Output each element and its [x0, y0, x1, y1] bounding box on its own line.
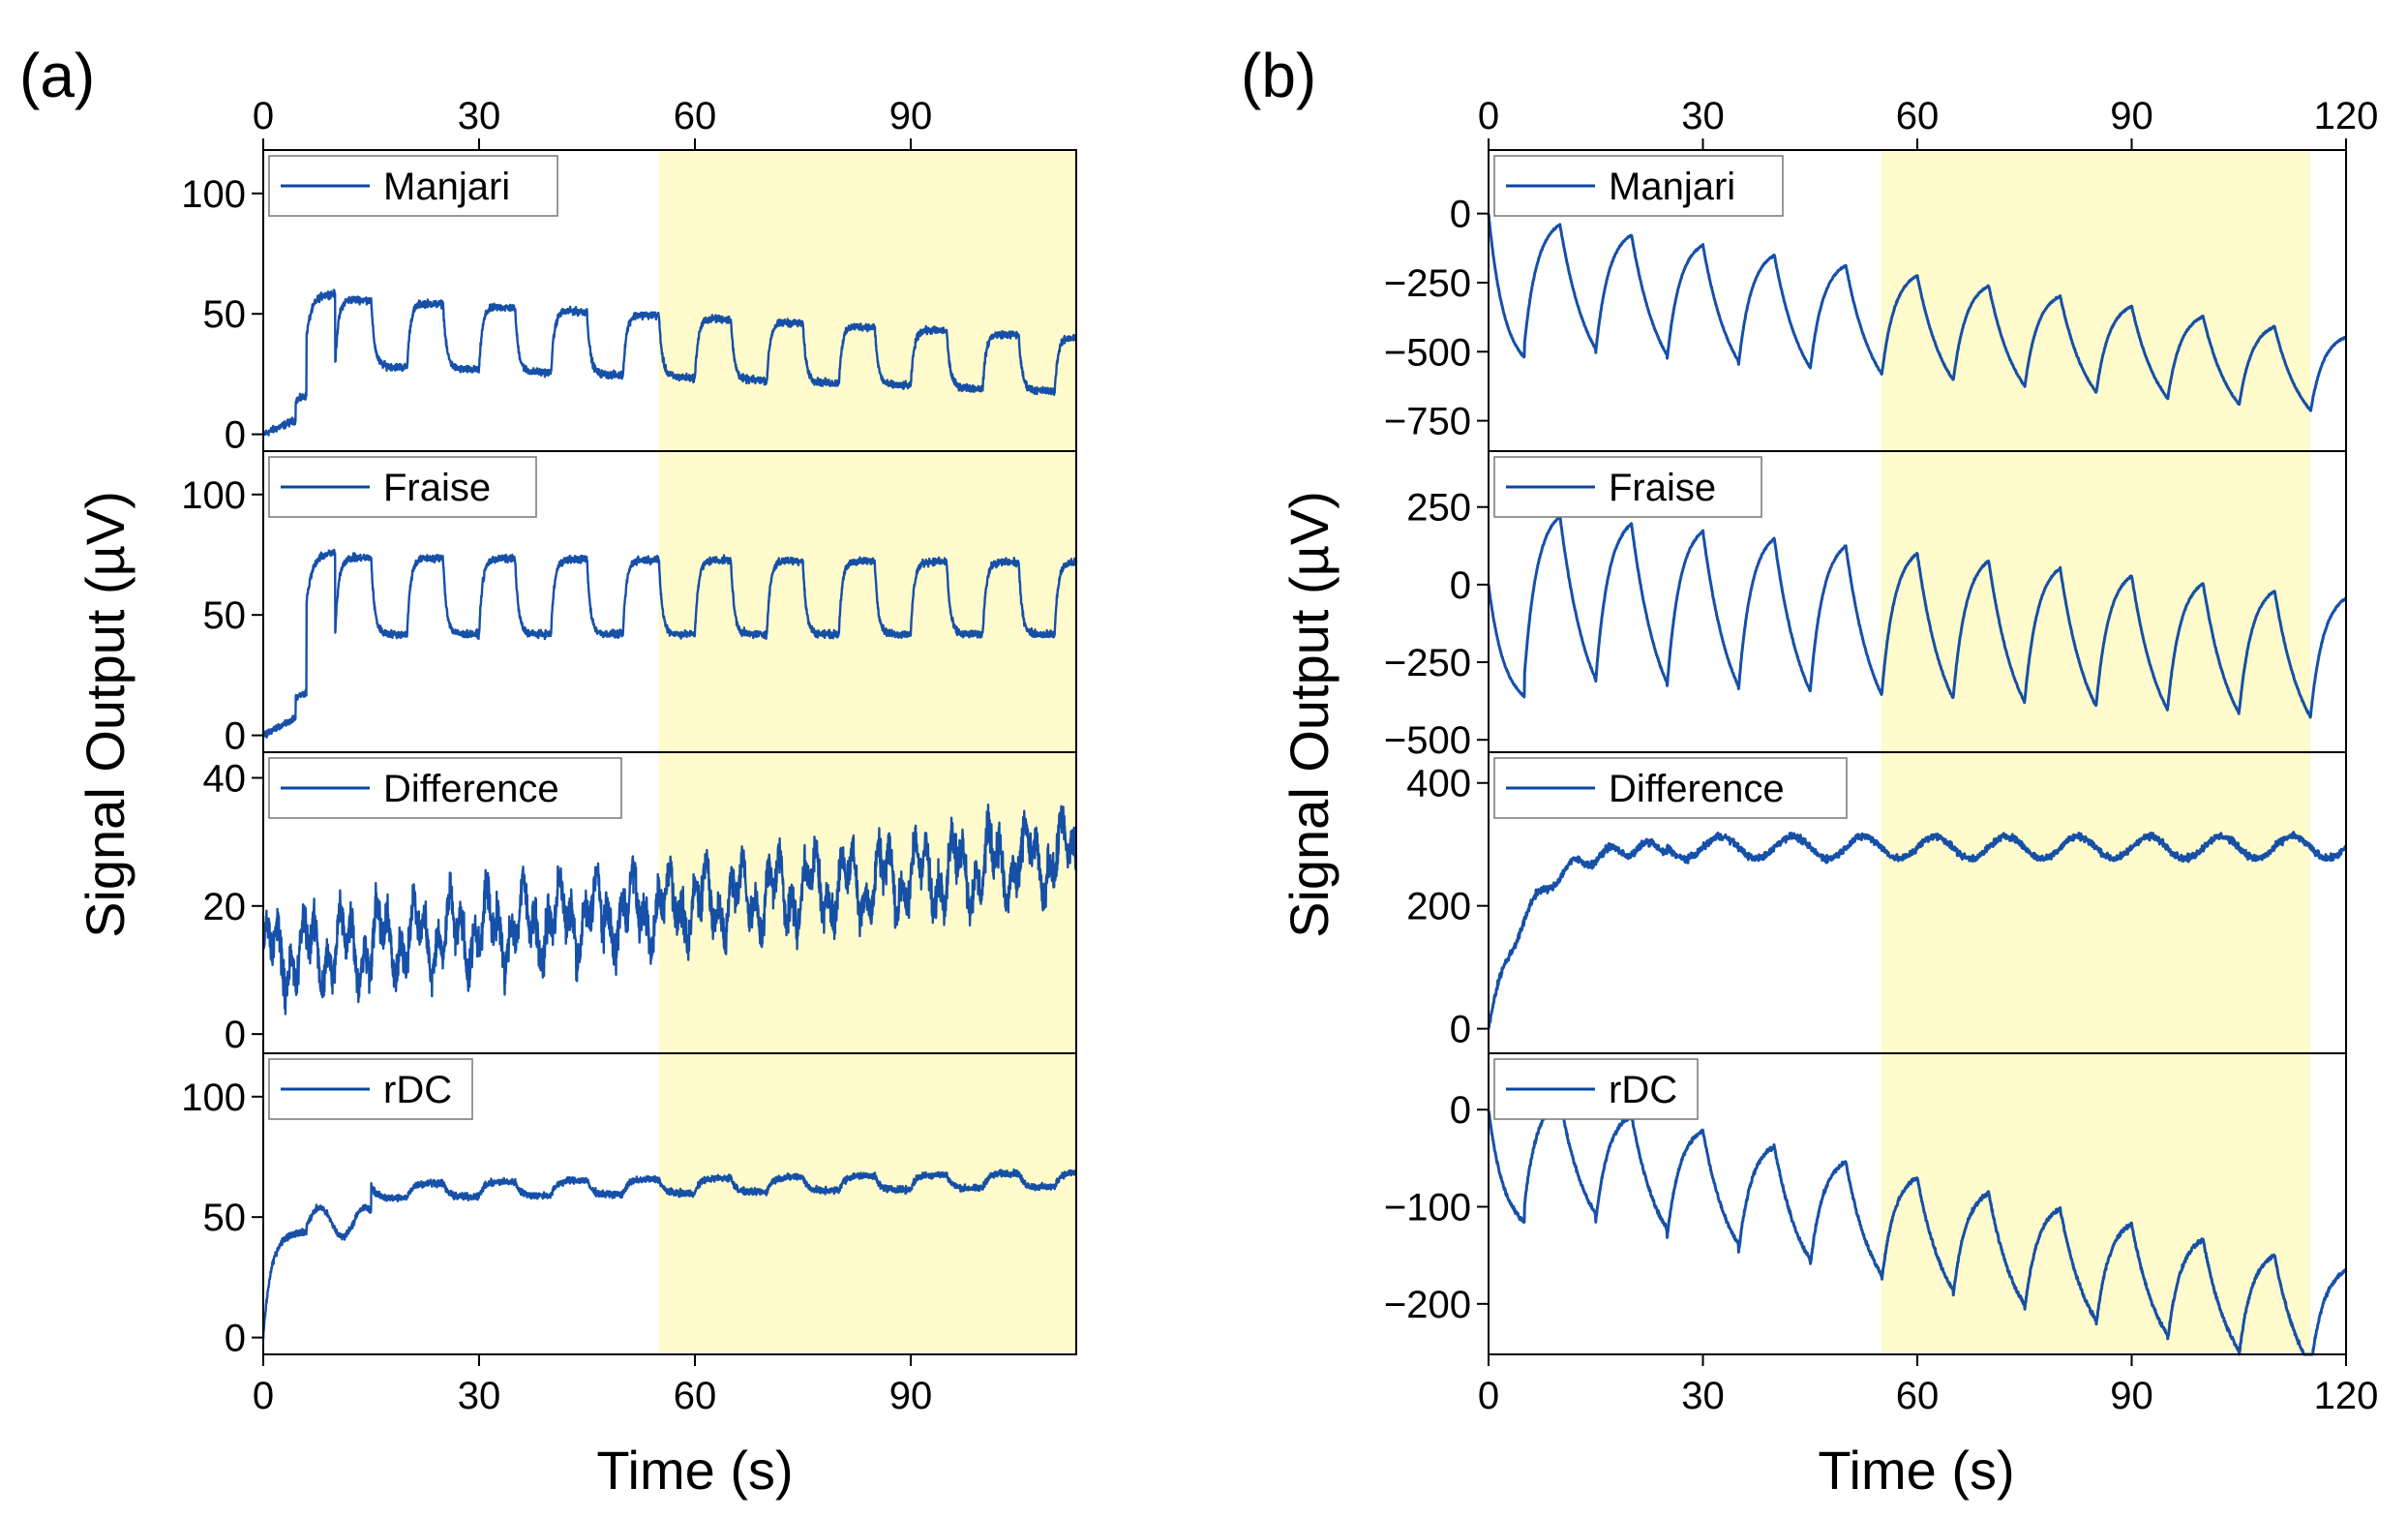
y-tick-label: 0	[1450, 1009, 1471, 1051]
y-tick-label: −500	[1384, 331, 1471, 374]
legend-label: Manjari	[383, 166, 510, 208]
legend: Fraise	[268, 456, 537, 518]
legend-label: rDC	[383, 1069, 452, 1111]
panel-b: (b) Signal Output (µV) Time (s) 0 −250 −50…	[1241, 41, 2378, 1501]
top-x-tick-label: 0	[253, 95, 274, 137]
subplot-rdc: 0 50 100 rDC	[181, 1052, 1078, 1360]
y-tick-label: 0	[225, 1014, 246, 1056]
series-line-fraise	[1487, 515, 2348, 719]
y-tick-label: 100	[181, 173, 246, 216]
panel-a-label: (a)	[19, 41, 95, 110]
top-x-tick-label: 90	[2110, 95, 2153, 137]
y-tick-label: −200	[1384, 1284, 1471, 1326]
panel-b-label: (b)	[1241, 41, 1316, 110]
series-line-rdc	[261, 1168, 1078, 1340]
x-tick-label: 0	[253, 1375, 274, 1417]
series-line-manjari	[261, 288, 1078, 437]
y-tick-label: 0	[225, 1318, 246, 1360]
legend: Fraise	[1493, 456, 1762, 518]
subplot-rdc: 0 −100 −200 rDC	[1384, 1052, 2348, 1356]
legend: Manjari	[268, 155, 558, 217]
panel-b-xlabel: Time (s)	[1818, 1440, 2014, 1501]
legend-label: Fraise	[383, 467, 491, 509]
legend: Manjari	[1493, 155, 1784, 217]
panel-a-xlabel: Time (s)	[596, 1440, 793, 1501]
subplot-fraise: 250 0 −250 −500 Fraise	[1384, 450, 2348, 762]
legend-label: Fraise	[1609, 467, 1716, 509]
y-tick-label: 100	[181, 474, 246, 517]
x-tick-label: 0	[1478, 1375, 1499, 1417]
y-tick-label: −250	[1384, 642, 1471, 684]
y-tick-label: −500	[1384, 719, 1471, 762]
x-tick-label: 60	[674, 1375, 717, 1417]
y-tick-label: 0	[1450, 194, 1471, 236]
y-tick-label: −100	[1384, 1187, 1471, 1230]
y-tick-label: 50	[203, 594, 247, 637]
subplot-manjari: 0 −250 −500 −750 Manjari	[1384, 149, 2348, 452]
y-tick-label: −250	[1384, 262, 1471, 305]
x-tick-label: 60	[1896, 1375, 1940, 1417]
y-tick-label: 50	[203, 1197, 247, 1239]
x-tick-label: 90	[2110, 1375, 2153, 1417]
legend-label: Difference	[1609, 768, 1785, 810]
y-tick-label: 0	[1450, 1089, 1471, 1132]
series-line-fraise	[261, 548, 1078, 739]
y-tick-label: 250	[1406, 487, 1471, 530]
y-tick-label: 50	[203, 293, 247, 336]
y-tick-label: 0	[225, 414, 246, 457]
x-tick-label: 90	[889, 1375, 933, 1417]
y-tick-label: 200	[1406, 886, 1471, 928]
y-tick-label: 20	[203, 886, 247, 928]
subplot-difference: 0 200 400 Difference	[1406, 751, 2348, 1054]
y-tick-label: 100	[181, 1077, 246, 1119]
y-tick-label: 400	[1406, 763, 1471, 805]
axes-frame	[262, 1052, 1077, 1355]
series-line-difference	[1487, 831, 2348, 1029]
legend-label: Difference	[383, 768, 559, 810]
top-x-tick-label: 60	[674, 95, 717, 137]
y-tick-label: 40	[203, 757, 247, 800]
top-x-tick-label: 30	[1681, 95, 1725, 137]
legend: Difference	[1493, 757, 1848, 819]
panel-a: (a) Signal Output (µV) Time (s) 0 50 100 Ma…	[19, 41, 1078, 1501]
y-tick-label: 0	[225, 715, 246, 758]
legend: Difference	[268, 757, 622, 819]
x-tick-label: 120	[2314, 1375, 2379, 1417]
panel-b-ylabel: Signal Output (µV)	[1279, 491, 1339, 938]
y-tick-label: 0	[1450, 564, 1471, 607]
top-x-tick-label: 30	[458, 95, 501, 137]
subplot-difference: 0 20 40 Difference	[203, 751, 1078, 1056]
legend: rDC	[268, 1058, 473, 1120]
series-line-difference	[261, 804, 1078, 1016]
series-line-manjari	[1487, 213, 2348, 412]
legend-box	[268, 1058, 473, 1120]
x-tick-label: 30	[458, 1375, 501, 1417]
legend-label: rDC	[1609, 1069, 1677, 1111]
panel-a-ylabel: Signal Output (µV)	[75, 491, 135, 938]
top-x-tick-label: 120	[2314, 95, 2379, 137]
top-x-tick-label: 0	[1478, 95, 1499, 137]
top-x-tick-label: 90	[889, 95, 933, 137]
legend: rDC	[1493, 1058, 1699, 1120]
top-x-tick-label: 60	[1896, 95, 1940, 137]
subplot-fraise: 0 50 100 Fraise	[181, 450, 1078, 758]
legend-label: Manjari	[1609, 166, 1735, 208]
y-tick-label: −750	[1384, 401, 1471, 443]
x-tick-label: 30	[1681, 1375, 1725, 1417]
